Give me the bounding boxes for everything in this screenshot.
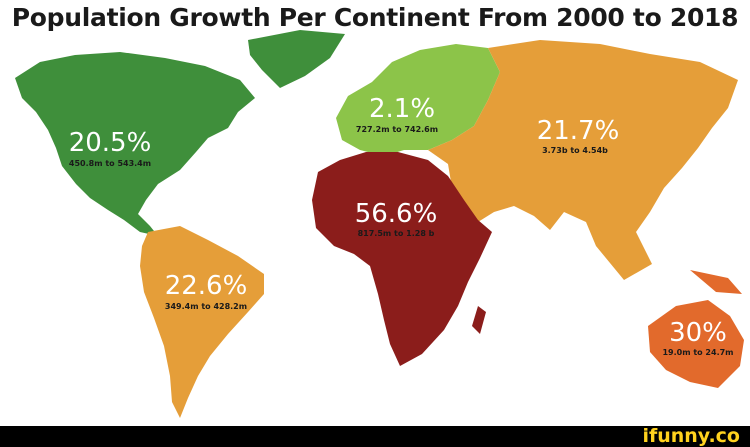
africa-range: 817.5m to 1.28 b: [358, 229, 435, 238]
africa-shape: [312, 152, 492, 366]
oceania-percent: 30%: [669, 318, 727, 348]
north-america-shape: [15, 52, 255, 236]
europe-shape: [336, 44, 500, 156]
oceania-range: 19.0m to 24.7m: [662, 348, 733, 357]
south-america-range: 349.4m to 428.2m: [165, 302, 247, 311]
oceania-shape: [648, 300, 744, 388]
north-america-percent: 20.5%: [69, 128, 152, 158]
footer-bar: ifunny.co: [0, 426, 750, 447]
asia-percent: 21.7%: [537, 116, 620, 146]
south-america-shape: [140, 226, 264, 418]
europe-range: 727.2m to 742.6m: [356, 125, 438, 134]
map-title: Population Growth Per Continent From 200…: [11, 3, 739, 32]
ifunny-logo[interactable]: ifunny.co: [642, 425, 740, 447]
north-america-range: 450.8m to 543.4m: [69, 159, 151, 168]
greenland-shape: [248, 30, 345, 88]
south-america-percent: 22.6%: [165, 271, 248, 301]
new-guinea-shape: [690, 270, 742, 294]
madagascar-shape: [472, 306, 486, 334]
africa-percent: 56.6%: [355, 199, 438, 229]
europe-percent: 2.1%: [369, 94, 435, 124]
asia-shape: [428, 40, 738, 280]
world-map: 20.5% 450.8m to 543.4m 2.1% 727.2m to 74…: [15, 30, 744, 418]
asia-range: 3.73b to 4.54b: [542, 146, 608, 155]
